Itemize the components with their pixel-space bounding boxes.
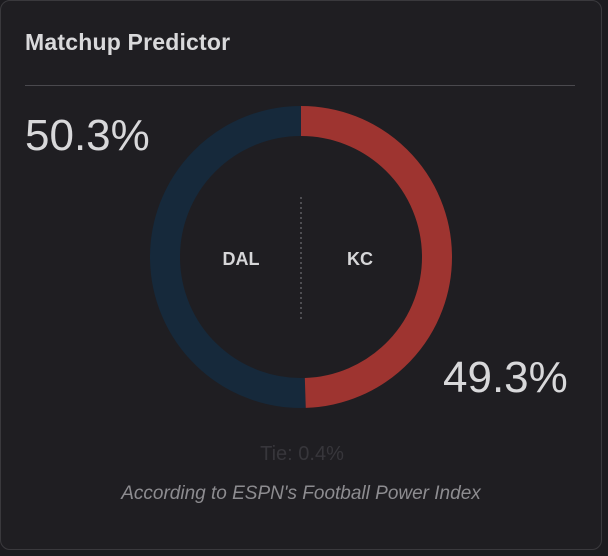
home-win-arc [300, 106, 452, 408]
tie-probability: Tie: 0.4% [260, 443, 344, 465]
title-divider [25, 85, 575, 86]
away-win-arc [150, 106, 306, 408]
widget-title: Matchup Predictor [25, 29, 231, 55]
home-win-percentage: 49.3% [443, 353, 568, 402]
source-note: According to ESPN's Football Power Index [121, 483, 481, 504]
away-win-percentage: 50.3% [25, 111, 150, 160]
away-team-abbr: DAL [223, 249, 260, 269]
matchup-predictor-card: Matchup Predictor 50.3% DAL KC 49.3% Tie… [0, 0, 602, 550]
home-team-abbr: KC [347, 249, 373, 269]
win-probability-donut: DAL KC [150, 106, 452, 408]
